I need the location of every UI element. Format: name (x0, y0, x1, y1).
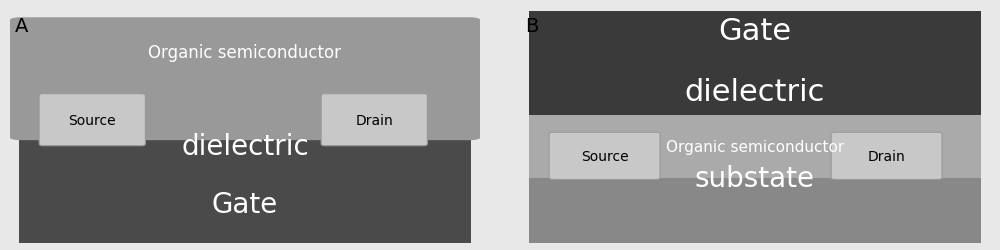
FancyBboxPatch shape (39, 94, 145, 146)
Text: Source: Source (581, 149, 628, 163)
Text: Source: Source (68, 113, 116, 127)
Text: dielectric: dielectric (685, 78, 825, 107)
FancyBboxPatch shape (321, 94, 427, 146)
Text: B: B (525, 17, 538, 36)
Text: Drain: Drain (355, 113, 393, 127)
Text: Gate: Gate (718, 17, 792, 46)
Bar (19, 122, 471, 242)
Bar (529, 178, 981, 242)
Text: Organic semiconductor: Organic semiconductor (148, 44, 342, 62)
Text: Gate: Gate (212, 190, 278, 218)
FancyBboxPatch shape (8, 18, 482, 140)
Bar (529, 113, 981, 178)
Text: Organic semiconductor: Organic semiconductor (666, 139, 844, 154)
Text: substate: substate (695, 164, 815, 192)
Bar (19, 122, 471, 242)
FancyBboxPatch shape (549, 133, 660, 180)
Text: A: A (15, 17, 28, 36)
Text: Drain: Drain (868, 149, 905, 163)
Bar (529, 12, 981, 116)
Bar (529, 113, 981, 178)
Bar (529, 178, 981, 242)
FancyBboxPatch shape (831, 133, 942, 180)
Text: dielectric: dielectric (181, 133, 309, 160)
Bar (529, 12, 981, 116)
